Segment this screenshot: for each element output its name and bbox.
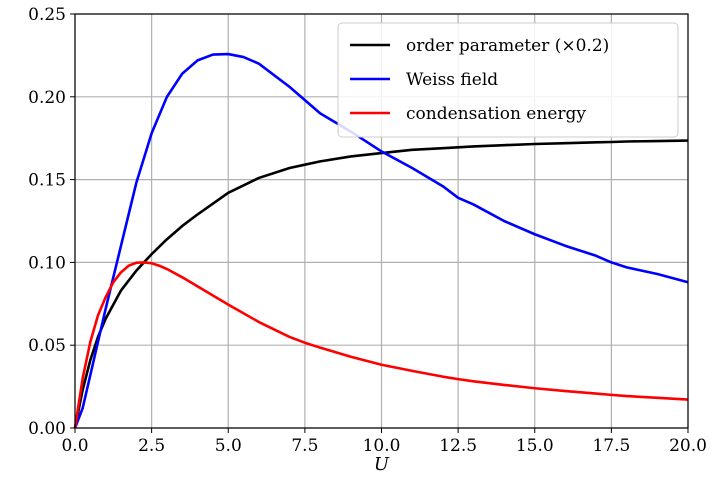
x-tick-label: 15.0 bbox=[516, 436, 554, 456]
y-tick-label: 0.20 bbox=[28, 88, 66, 108]
legend-label: order parameter (×0.2) bbox=[406, 36, 609, 56]
x-tick-label: 0.0 bbox=[61, 436, 88, 456]
x-tick-label: 10.0 bbox=[363, 436, 401, 456]
series-line-0 bbox=[73, 139, 689, 429]
legend-label: condensation energy bbox=[406, 104, 586, 124]
y-tick-label: 0.05 bbox=[28, 336, 66, 356]
y-tick-label: 0.15 bbox=[28, 171, 66, 191]
series-lines bbox=[73, 52, 689, 429]
legend-box bbox=[337, 22, 679, 138]
legend-label: Weiss field bbox=[406, 70, 498, 90]
series-line-2 bbox=[73, 261, 689, 429]
y-tick-label: 0.00 bbox=[28, 419, 66, 439]
x-tick-label: 7.5 bbox=[291, 436, 318, 456]
x-tick-label: 12.5 bbox=[439, 436, 477, 456]
x-tick-label: 20.0 bbox=[669, 436, 707, 456]
x-tick-label: 17.5 bbox=[592, 436, 630, 456]
y-tick-label: 0.25 bbox=[28, 5, 66, 25]
legend: order parameter (×0.2) Weiss field condens… bbox=[337, 22, 679, 138]
x-axis-label: U bbox=[374, 454, 390, 475]
x-tick-label: 5.0 bbox=[215, 436, 242, 456]
y-tick-label: 0.10 bbox=[28, 253, 66, 273]
series-line-1 bbox=[73, 52, 689, 429]
axis-ticks: 0.0 2.5 5.0 7.5 10.0 12.5 15.0 17.5 20.0 0.00 0.05… bbox=[28, 5, 707, 456]
x-tick-label: 2.5 bbox=[138, 436, 165, 456]
